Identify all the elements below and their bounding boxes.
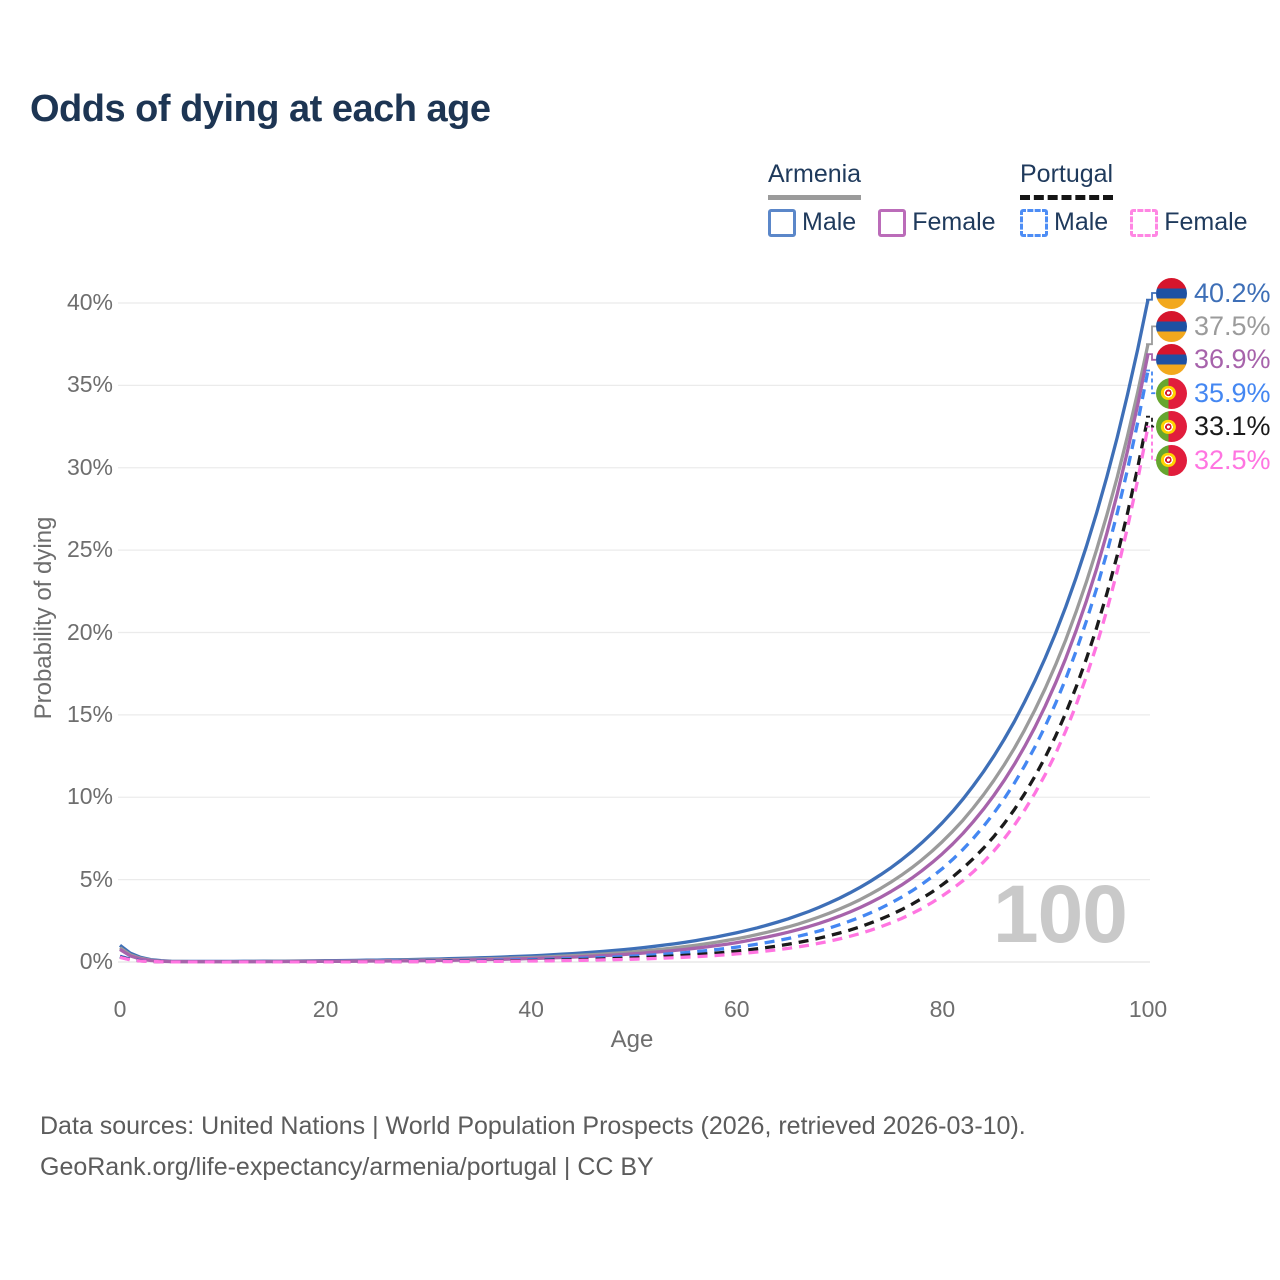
legend-country-armenia[interactable]: Armenia bbox=[768, 160, 862, 200]
end-label-connector bbox=[1146, 425, 1156, 461]
legend-country-portugal[interactable]: Portugal bbox=[1020, 160, 1114, 200]
end-value-label: 40.2% bbox=[1194, 277, 1271, 308]
portugal-flag-icon bbox=[1156, 377, 1187, 409]
end-value-label: 36.9% bbox=[1194, 344, 1271, 375]
end-label-connector bbox=[1146, 292, 1156, 301]
series-end-label-portugal-total: 33.1% bbox=[1156, 411, 1271, 443]
checkbox-portugal-male[interactable] bbox=[1020, 208, 1048, 237]
end-value-label: 35.9% bbox=[1194, 377, 1271, 408]
legend-group-portugal: Portugal Male Female bbox=[1020, 160, 1248, 237]
armenia-flag-icon bbox=[1156, 277, 1187, 309]
series-end-label-armenia-female: 36.9% bbox=[1156, 344, 1271, 376]
y-tick-label-15: 15% bbox=[66, 700, 113, 727]
page-title: Odds of dying at each age bbox=[30, 88, 491, 130]
end-label-connector bbox=[1146, 415, 1156, 428]
legend-label: Female bbox=[1164, 208, 1248, 236]
end-value-label: 37.5% bbox=[1194, 310, 1271, 341]
series-end-label-armenia-total: 37.5% bbox=[1156, 310, 1271, 342]
legend-toggle-armenia-male[interactable]: Male bbox=[768, 208, 856, 237]
legend-toggle-portugal-female[interactable]: Female bbox=[1130, 208, 1248, 237]
series-end-label-portugal-male: 35.9% bbox=[1156, 377, 1271, 409]
armenia-flag-icon bbox=[1156, 310, 1187, 342]
end-value-label: 33.1% bbox=[1194, 411, 1271, 442]
x-tick-label-100: 100 bbox=[1128, 996, 1168, 1022]
x-tick-label-80: 80 bbox=[929, 996, 956, 1022]
source-line-1: Data sources: United Nations | World Pop… bbox=[40, 1112, 1026, 1140]
y-tick-label-40: 40% bbox=[66, 289, 113, 315]
portugal-flag-icon bbox=[1156, 444, 1187, 476]
legend-toggle-armenia-female[interactable]: Female bbox=[878, 208, 996, 237]
end-label-connector bbox=[1146, 325, 1156, 346]
series-line-portugal-female[interactable] bbox=[119, 426, 1150, 964]
legend-group-armenia: Armenia Male Female bbox=[768, 160, 996, 237]
x-axis-title: Age bbox=[610, 1026, 654, 1053]
end-value-label: 32.5% bbox=[1194, 444, 1271, 475]
end-label-connector bbox=[1146, 353, 1156, 361]
legend-label: Male bbox=[1054, 208, 1109, 236]
checkbox-armenia-male[interactable] bbox=[768, 208, 796, 237]
end-label-connector bbox=[1146, 369, 1156, 395]
series-line-armenia-male[interactable] bbox=[118, 299, 1150, 964]
x-tick-label-60: 60 bbox=[724, 996, 750, 1022]
y-tick-label-30: 30% bbox=[66, 453, 113, 480]
x-tick-label-40: 40 bbox=[518, 996, 544, 1022]
source-note: Data sources: United Nations | World Pop… bbox=[40, 1106, 1026, 1188]
y-tick-label-10: 10% bbox=[66, 783, 113, 810]
checkbox-armenia-female[interactable] bbox=[878, 208, 907, 237]
y-tick-label-25: 25% bbox=[66, 536, 113, 563]
age-watermark: 100 bbox=[993, 869, 1128, 960]
armenia-flag-icon bbox=[1156, 344, 1187, 376]
y-tick-label-5: 5% bbox=[79, 865, 113, 892]
checkbox-portugal-female[interactable] bbox=[1130, 208, 1159, 237]
y-tick-label-0: 0% bbox=[79, 948, 113, 974]
x-tick-label-20: 20 bbox=[312, 996, 339, 1022]
source-line-2: GeoRank.org/life-expectancy/armenia/port… bbox=[40, 1153, 654, 1181]
legend-toggle-portugal-male[interactable]: Male bbox=[1020, 208, 1108, 237]
portugal-flag-icon bbox=[1156, 411, 1187, 443]
series-end-label-portugal-female: 32.5% bbox=[1156, 444, 1271, 476]
x-tick-label-0: 0 bbox=[113, 996, 127, 1022]
series-end-label-armenia-male: 40.2% bbox=[1156, 277, 1271, 309]
legend-label: Male bbox=[802, 208, 857, 236]
y-tick-label-35: 35% bbox=[66, 371, 113, 398]
legend-label: Female bbox=[912, 208, 996, 236]
y-tick-label-20: 20% bbox=[66, 618, 113, 645]
